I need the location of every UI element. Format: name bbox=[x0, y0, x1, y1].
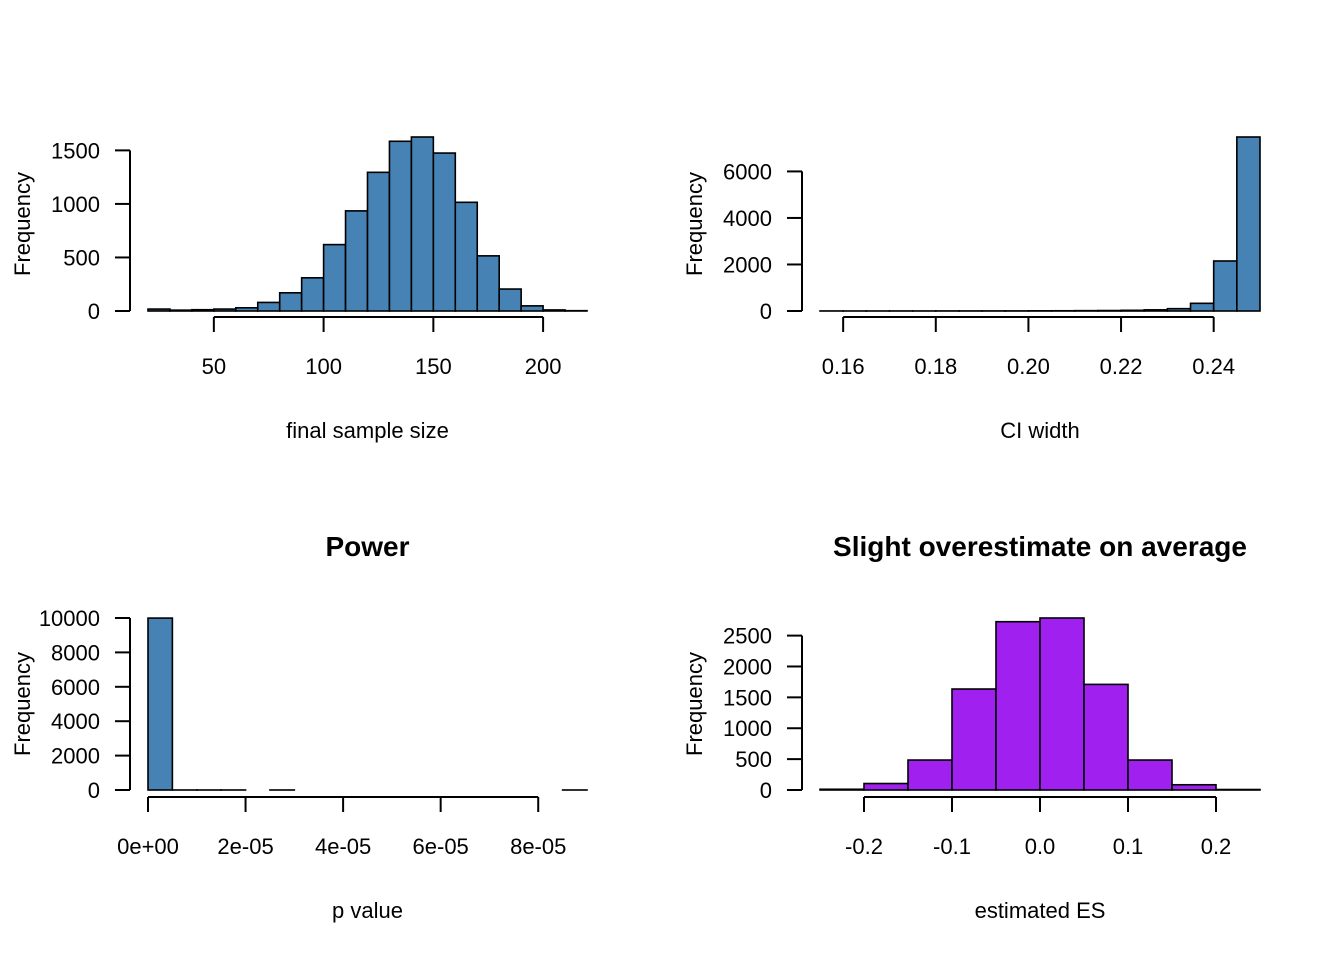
x-tick-label: 2e-05 bbox=[217, 834, 273, 859]
histogram-bar bbox=[256, 301, 281, 312]
y-tick-label: 500 bbox=[735, 747, 772, 772]
histogram-bar bbox=[995, 620, 1041, 791]
histogram-bar bbox=[1212, 260, 1238, 312]
histogram-bar bbox=[1083, 683, 1129, 791]
y-tick-label: 2000 bbox=[723, 252, 772, 277]
y-tick-label: 4000 bbox=[51, 709, 100, 734]
y-tick-label: 10000 bbox=[39, 606, 100, 631]
histogram-bar bbox=[169, 309, 193, 312]
x-axis-title: final sample size bbox=[286, 418, 449, 443]
x-tick-label: 0.18 bbox=[914, 354, 957, 379]
x-tick-label: 150 bbox=[415, 354, 452, 379]
histogram-bar bbox=[498, 288, 522, 312]
histogram-bar bbox=[1120, 309, 1146, 312]
panel-title: Power bbox=[325, 531, 409, 562]
histogram-panel-ci-width: CI width Frequency 0.16 0.18 0.20 0.22 0.24 0… bbox=[682, 136, 1261, 443]
y-axis-title: Frequency bbox=[682, 172, 707, 276]
y-tick-label: 0 bbox=[760, 778, 772, 803]
histogram-bar bbox=[1166, 307, 1192, 312]
x-tick-label: 200 bbox=[525, 354, 562, 379]
y-tick-label: 0 bbox=[88, 778, 100, 803]
histogram-bar bbox=[322, 243, 347, 312]
bars bbox=[819, 617, 1261, 791]
bars bbox=[147, 136, 588, 312]
histogram-bar bbox=[1189, 302, 1215, 312]
x-tick-label: 0.16 bbox=[822, 354, 865, 379]
x-axis-title: CI width bbox=[1000, 418, 1079, 443]
panel-title: Slight overestimate on average bbox=[833, 531, 1247, 562]
histogram-bar bbox=[388, 140, 413, 312]
histogram-bar bbox=[191, 308, 215, 312]
bars bbox=[819, 136, 1261, 312]
histogram-bar bbox=[344, 210, 369, 312]
y-tick-label: 8000 bbox=[51, 640, 100, 665]
histogram-panel-sample-size: final sample size Frequency 50 100 150 200 0… bbox=[10, 136, 588, 443]
x-tick-label: -0.2 bbox=[845, 834, 883, 859]
y-tick-label: 1000 bbox=[51, 192, 100, 217]
y-tick-label: 6000 bbox=[51, 675, 100, 700]
histogram-bar bbox=[366, 171, 391, 312]
histogram-bar bbox=[147, 617, 174, 791]
histogram-bar bbox=[476, 255, 501, 312]
x-axis-title: p value bbox=[332, 898, 403, 923]
histogram-bar bbox=[432, 152, 457, 312]
y-tick-label: 1500 bbox=[723, 685, 772, 710]
histogram-bar bbox=[819, 788, 865, 791]
x-tick-label: 0e+00 bbox=[117, 834, 179, 859]
histogram-bar bbox=[410, 136, 435, 312]
y-axis-title: Frequency bbox=[10, 172, 35, 276]
histogram-bar bbox=[1143, 309, 1169, 312]
x-tick-label: 0.22 bbox=[1100, 354, 1143, 379]
x-tick-label: 50 bbox=[202, 354, 226, 379]
y-tick-label: 1500 bbox=[51, 138, 100, 163]
y-axis-title: Frequency bbox=[10, 652, 35, 756]
histogram-panel-estimated-es: Slight overestimate on average estimated… bbox=[682, 531, 1261, 923]
histogram-bar bbox=[213, 308, 237, 312]
x-tick-label: -0.1 bbox=[933, 834, 971, 859]
histogram-bar bbox=[863, 782, 909, 791]
y-tick-label: 1000 bbox=[723, 716, 772, 741]
histogram-bar bbox=[300, 277, 325, 312]
y-tick-label: 2000 bbox=[51, 744, 100, 769]
y-tick-label: 2500 bbox=[723, 624, 772, 649]
x-tick-label: 4e-05 bbox=[315, 834, 371, 859]
y-tick-label: 0 bbox=[760, 299, 772, 324]
x-tick-label: 0.20 bbox=[1007, 354, 1050, 379]
histogram-bar bbox=[147, 308, 171, 312]
histogram-bar bbox=[520, 305, 544, 312]
y-tick-label: 2000 bbox=[723, 654, 772, 679]
y-tick-label: 500 bbox=[63, 245, 100, 270]
x-tick-label: 0.24 bbox=[1192, 354, 1235, 379]
x-tick-label: 8e-05 bbox=[510, 834, 566, 859]
histogram-bar bbox=[454, 201, 479, 312]
histogram-bar bbox=[278, 291, 303, 312]
x-axis-title: estimated ES bbox=[975, 898, 1106, 923]
histogram-bar bbox=[951, 688, 997, 791]
x-tick-label: 6e-05 bbox=[413, 834, 469, 859]
histogram-panel-power: Power p value Frequency 0e+00 2e-05 4e-05 6… bbox=[10, 531, 588, 923]
histogram-bar bbox=[235, 306, 259, 312]
y-tick-label: 0 bbox=[88, 299, 100, 324]
bars bbox=[147, 617, 588, 791]
histogram-bar bbox=[1236, 136, 1261, 312]
histogram-bar bbox=[1127, 759, 1173, 791]
x-tick-label: 0.2 bbox=[1201, 834, 1232, 859]
histogram-bar bbox=[1039, 617, 1085, 791]
x-tick-label: 0.0 bbox=[1025, 834, 1056, 859]
histogram-bar bbox=[1171, 783, 1217, 791]
y-tick-label: 6000 bbox=[723, 159, 772, 184]
y-axis-title: Frequency bbox=[682, 652, 707, 756]
histogram-bar bbox=[907, 759, 953, 791]
x-tick-label: 100 bbox=[305, 354, 342, 379]
x-tick-label: 0.1 bbox=[1113, 834, 1144, 859]
histogram-bar bbox=[542, 309, 566, 312]
y-tick-label: 4000 bbox=[723, 206, 772, 231]
